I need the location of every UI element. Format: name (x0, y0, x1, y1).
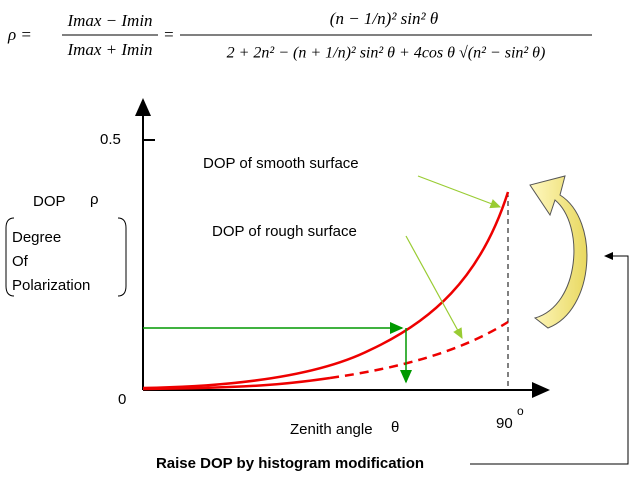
bracket (117, 217, 127, 297)
x-symbol: θ (391, 419, 399, 436)
fraction-numerator: Imax − Imin (66, 11, 152, 30)
formula-lhs: ρ = (7, 25, 32, 44)
connector (470, 252, 629, 465)
fraction-denominator: Imax + Imin (66, 40, 152, 59)
formula-equals: = (163, 25, 174, 44)
y-tick-label: 0.5 (100, 131, 121, 148)
y-label: DOP (33, 193, 66, 210)
rough-curve (142, 376, 331, 391)
bracket (5, 217, 15, 297)
y-symbol: ρ (90, 191, 99, 208)
annotation: DOP of smooth surface (203, 155, 359, 172)
fraction-numerator: (n − 1/n)² sin² θ (330, 9, 438, 28)
smooth-curve (142, 191, 510, 390)
caption: Raise DOP by histogram modification (156, 455, 424, 472)
pointer (417, 175, 502, 209)
raise-arrow (529, 175, 588, 329)
degree-sign: o (517, 404, 524, 418)
annotation: DOP of rough surface (212, 223, 357, 240)
y-description: Degree (12, 229, 61, 246)
fraction-denominator: 2 + 2n² − (n + 1/n)² sin² θ + 4cos θ √(n… (227, 45, 546, 62)
x-tick-label: 90 (496, 415, 513, 432)
x-label: Zenith angle (290, 421, 373, 438)
y-description: Polarization (12, 277, 90, 294)
pointer (405, 235, 463, 340)
rough-curve (329, 320, 509, 380)
origin-label: 0 (118, 391, 126, 408)
y-description: Of (12, 253, 29, 270)
